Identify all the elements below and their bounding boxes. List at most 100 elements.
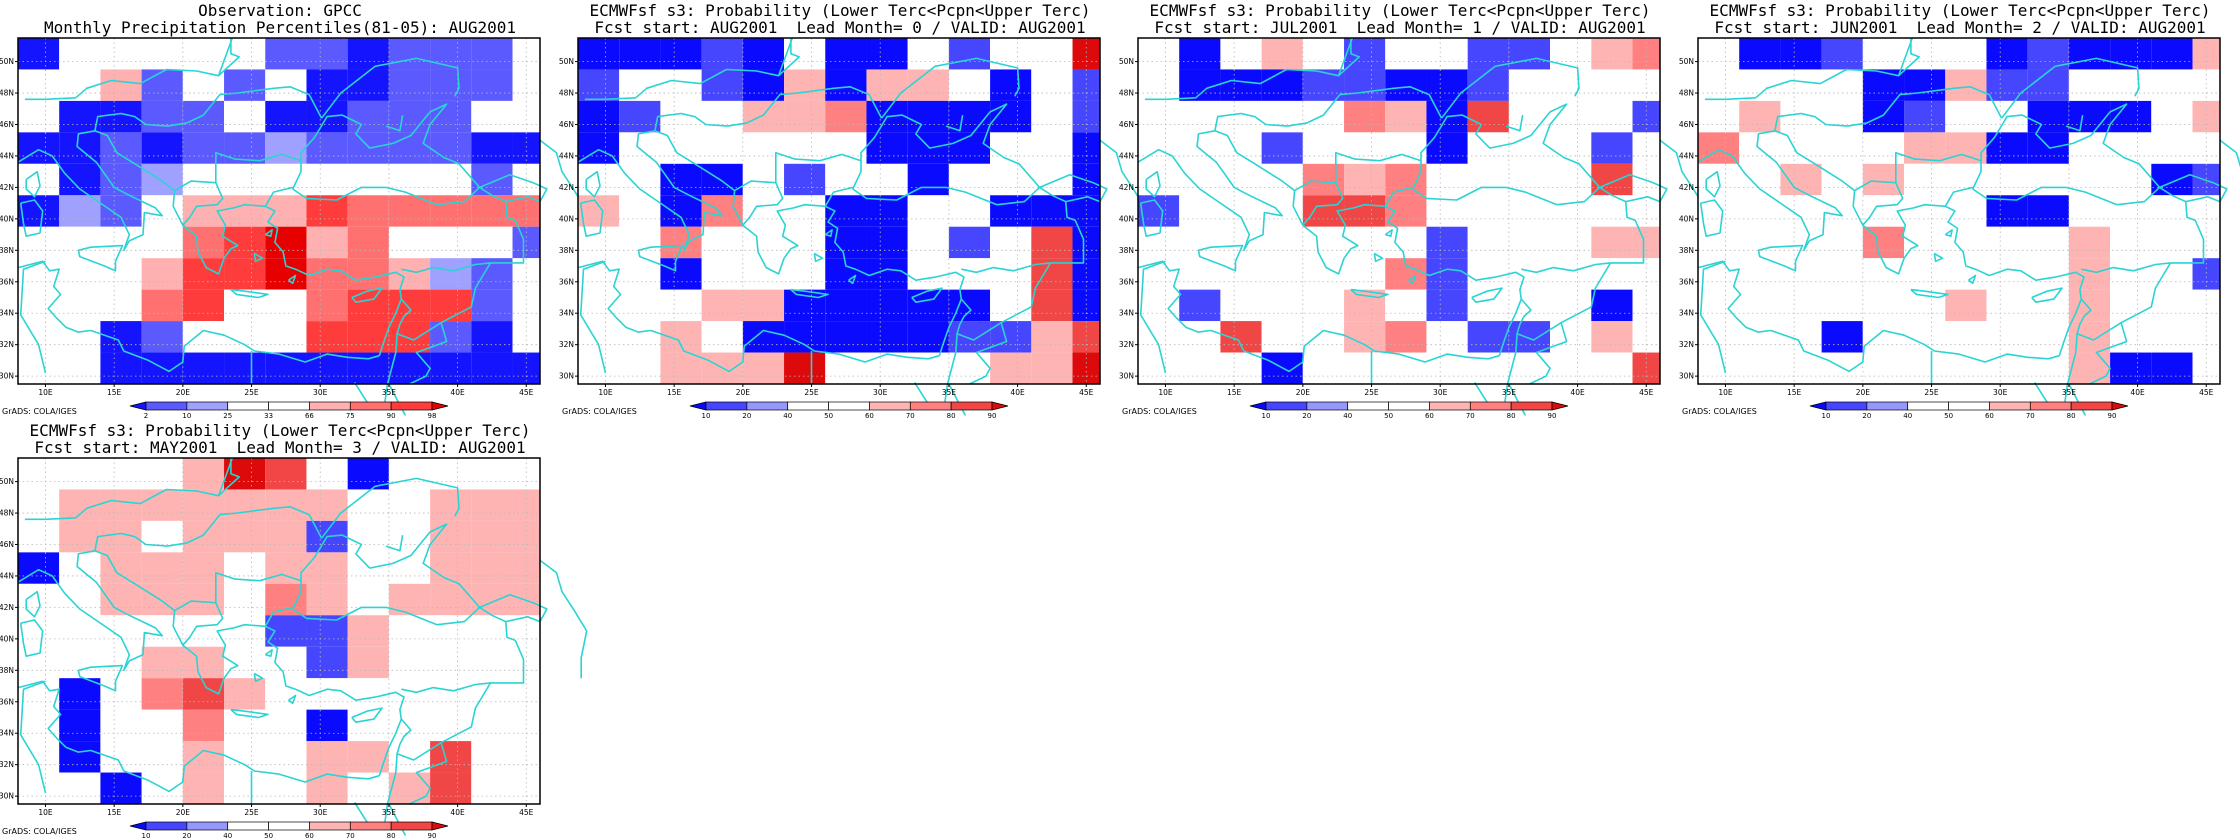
grid-cell [471,709,513,742]
coastline [1139,199,1164,237]
colorbar: 10 20 40 50 60 70 80 90 [689,401,1009,420]
coastline [94,506,323,551]
grid-cell [18,489,60,521]
coastline [291,103,481,206]
grid-cell [59,163,101,196]
grid-cell [2068,195,2111,227]
grid-cell [948,352,991,384]
precip-map: 50N 48N 46N 44N 42N 40N 38N 36N 34N 32N 30N 10E 15E 2… [0,37,588,420]
grid-cell [471,289,513,322]
grid-cell [388,100,431,133]
grid-cell [306,69,348,101]
grid-cell [825,195,867,227]
grid-cell [2027,289,2069,322]
grid-cell [2192,321,2220,353]
grid-cell [1302,226,1345,259]
grid-cell [784,289,826,322]
colorbar-label: 10 [182,412,191,420]
grid-cell [1945,38,1987,70]
colorbar-segment [1469,401,1512,411]
grid-cell [1261,226,1303,259]
coastline [1704,37,1914,101]
grid-cell [619,352,661,384]
grid-cell [1591,195,1633,227]
lon-tick-label: 10E [38,388,53,397]
colorbar-segment [1825,401,1868,411]
lat-tick-label: 48N [1679,89,1694,98]
colorbar-segment [689,401,707,411]
grid-cell [100,352,142,384]
colorbar-label: 50 [824,412,833,420]
coastline [385,534,404,552]
coastline [577,260,940,373]
grid-cell [1821,289,1863,322]
grid-cell [1739,258,1781,290]
grid-cell [1508,195,1551,227]
coastline [654,86,883,131]
grid-cell [1862,38,1905,70]
coastline [1335,152,1422,183]
grid-cell [388,520,431,553]
grid-cell [1072,321,1100,353]
coastline [351,287,383,303]
coastline [1197,244,1244,272]
grid-cell [265,38,307,70]
grid-cell [265,552,307,584]
grid-cell [2151,163,2193,196]
grid-cell [347,226,389,259]
lon-tick-label: 35E [382,808,397,817]
grid-cell [1261,163,1303,196]
grid-cell [1508,289,1551,322]
axes: 50N 48N 46N 44N 42N 40N 38N 36N 34N 32N 30N 10E 15E 2… [1679,57,2214,397]
grid-cell [512,352,540,384]
grid-cell [430,678,472,710]
grid-cell [471,489,513,521]
lat-tick-label: 34N [0,729,14,738]
colorbar-segment [268,821,310,831]
grid-cell [18,226,60,259]
grid-cell [619,226,661,259]
grid-cell [306,132,348,164]
lat-tick-label: 34N [559,309,574,318]
grid-cell [1385,38,1427,70]
grid-cell [1426,163,1468,196]
grid-cell [1426,132,1468,164]
grid-cell [18,772,60,804]
colorbar-segment [1510,401,1553,411]
lat-tick-label: 48N [0,89,14,98]
grid-cell [1739,163,1781,196]
colorbar-segment [145,821,188,831]
colorbar-label: 10 [1822,412,1831,420]
grid-cell [825,289,867,322]
grid-cell [990,69,1032,101]
lat-tick-label: 36N [1679,277,1694,286]
grid-cell [1780,258,1822,290]
colorbar-label: 80 [2067,412,2076,420]
grid-cell [18,520,60,553]
coastline [945,114,964,132]
colorbar-segment [1347,401,1389,411]
grid-cell [825,100,867,133]
grid-cell [182,520,225,553]
grid-cell [1385,352,1427,384]
grid-cell [100,289,142,322]
grid-cell [265,489,307,521]
grid-cell [1220,321,1262,353]
grid-cell [224,289,266,322]
grid-cell [18,709,60,742]
lat-tick-label: 38N [0,666,14,675]
colorbar-segment [268,401,310,411]
grads-credit: GrADS: COLA/IGES [2,407,77,416]
grid-cell [182,321,225,353]
coastline [790,288,829,299]
grid-cell [1550,258,1592,290]
grid-cell [100,69,142,101]
lon-tick-label: 40E [1010,388,1025,397]
grid-cell [141,552,183,584]
coastline [17,680,380,793]
grid-cell [660,38,702,70]
grid-cell [907,258,949,290]
grid-cell [1220,289,1262,322]
grid-cell [182,552,225,584]
grid-cell [2110,289,2152,322]
